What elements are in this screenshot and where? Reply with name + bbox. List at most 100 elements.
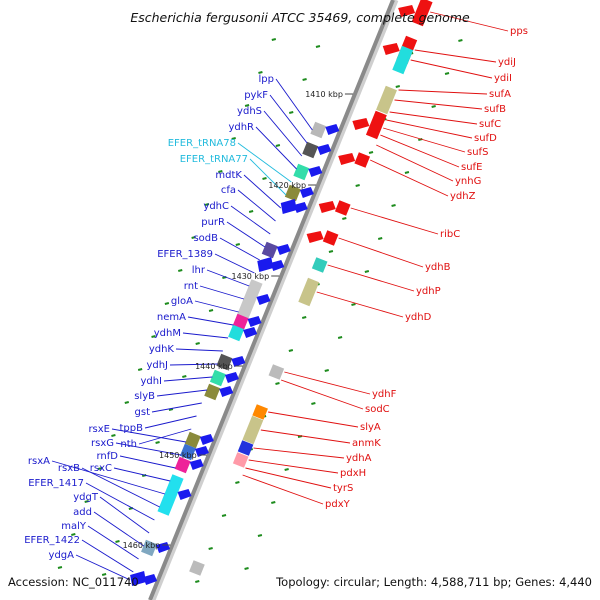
forward-label-leader: [111, 428, 187, 443]
gc-skew-tick: [258, 71, 263, 74]
forward-label-leader: [87, 525, 139, 560]
forward-label-leader: [219, 237, 260, 261]
reverse-label-leader: [280, 379, 364, 410]
gene-feature-block: [232, 452, 249, 468]
forward-label-leader: [169, 363, 218, 366]
gc-skew-tick: [151, 335, 156, 338]
forward-gene-label: EFER_tRNA78: [168, 138, 236, 149]
forward-label-leader: [230, 205, 271, 235]
gene-feature-block: [284, 184, 301, 202]
backbone-line: [148, 0, 395, 600]
gc-skew-tick: [218, 170, 223, 173]
gene-feature-block: [242, 415, 264, 445]
forward-gene-arrow: [257, 257, 274, 272]
forward-label-leader: [138, 428, 192, 445]
reverse-label-leader: [316, 291, 404, 318]
gene-feature-block: [189, 560, 205, 576]
forward-label-leader: [119, 455, 176, 469]
forward-gene-arrow: [130, 571, 147, 586]
reverse-gene-label: ydhF: [372, 389, 397, 400]
forward-label-leader: [99, 496, 150, 534]
reverse-gene-arrow: [318, 201, 336, 213]
gc-skew-tick: [458, 39, 463, 42]
forward-gene-label: slyB: [134, 391, 155, 402]
forward-label-leader: [214, 253, 255, 274]
scale-label: 1450 kbp: [159, 451, 197, 460]
reverse-label-leader: [242, 474, 324, 505]
gc-skew-tick: [221, 514, 227, 517]
forward-gene-arrow: [199, 434, 214, 445]
reverse-gene-label: sufA: [489, 89, 511, 100]
gc-skew-tick: [208, 547, 213, 550]
reverse-label-leader: [327, 264, 415, 292]
gc-skew-tick: [324, 369, 329, 372]
gc-skew-tick: [271, 38, 277, 41]
reverse-gene-label: ydhZ: [450, 191, 476, 202]
forward-label-leader: [199, 285, 245, 300]
gene-feature-block: [411, 0, 433, 27]
reverse-label-leader: [260, 429, 351, 444]
gc-skew-tick: [204, 203, 210, 206]
forward-label-leader: [255, 126, 297, 170]
forward-gene-arrow: [189, 459, 204, 470]
reverse-gene-arrow: [306, 231, 324, 243]
reverse-gene-label: ydhP: [416, 286, 441, 297]
forward-gene-label: pykF: [244, 90, 268, 101]
gene-feature-block: [322, 230, 339, 246]
gene-feature-block: [209, 369, 226, 387]
forward-gene-label: ydgA: [49, 550, 75, 561]
gene-feature-block: [204, 383, 221, 401]
reverse-gene-label: pdxH: [340, 468, 366, 479]
gc-skew-tick: [84, 500, 89, 503]
forward-gene-label: rnt: [184, 281, 198, 292]
reverse-label-leader: [253, 447, 345, 459]
reverse-label-leader: [414, 49, 497, 63]
gc-skew-tick: [262, 177, 267, 180]
gc-skew-tick: [57, 566, 63, 569]
forward-gene-arrow: [299, 187, 314, 198]
forward-label-leader: [226, 221, 266, 248]
forward-gene-label: ydhK: [149, 344, 175, 355]
forward-label-leader: [194, 300, 239, 313]
reverse-gene-arrow: [398, 5, 416, 17]
reverse-label-leader: [350, 207, 439, 235]
reverse-gene-label: sufS: [467, 147, 488, 158]
reverse-gene-label: ydhB: [425, 262, 451, 273]
gc-skew-tick: [124, 401, 130, 404]
gc-skew-tick: [97, 467, 103, 470]
forward-gene-arrow: [325, 124, 340, 135]
reverse-gene-label: tyrS: [333, 483, 353, 494]
gc-skew-tick: [115, 540, 120, 543]
reverse-label-leader: [376, 144, 454, 182]
gc-skew-tick: [155, 441, 160, 444]
scale-label: 1410 kbp: [305, 90, 343, 99]
gc-skew-tick: [235, 243, 241, 246]
forward-label-leader: [93, 511, 145, 547]
gc-skew-tick: [275, 144, 281, 147]
forward-gene-label: rsxG: [91, 438, 114, 449]
gc-skew-tick: [351, 303, 356, 306]
forward-label-leader: [249, 158, 287, 196]
forward-gene-arrow: [231, 356, 246, 367]
forward-gene-label: lhr: [192, 265, 206, 276]
gene-feature-block: [365, 110, 387, 140]
reverse-gene-label: ydiJ: [498, 57, 516, 68]
forward-label-leader: [144, 415, 197, 429]
reverse-gene-label: pdxY: [325, 499, 351, 510]
gc-skew-tick: [315, 45, 321, 48]
gc-skew-tick: [235, 481, 240, 484]
gc-skew-tick: [391, 204, 396, 207]
gene-feature-block: [232, 313, 249, 331]
forward-gene-label: ydhI: [140, 376, 162, 387]
gc-skew-tick: [302, 78, 307, 81]
reverse-gene-label: slyA: [360, 422, 381, 433]
reverse-label-leader: [389, 111, 478, 125]
reverse-gene-label: ribC: [440, 229, 460, 240]
scale-label: 1430 kbp: [232, 272, 270, 281]
forward-gene-arrow: [224, 372, 239, 383]
forward-gene-arrow: [256, 294, 271, 305]
gc-skew-tick: [288, 111, 294, 114]
forward-label-leader: [81, 467, 160, 508]
map-title: Escherichia fergusonii ATCC 35469, compl…: [130, 10, 470, 25]
